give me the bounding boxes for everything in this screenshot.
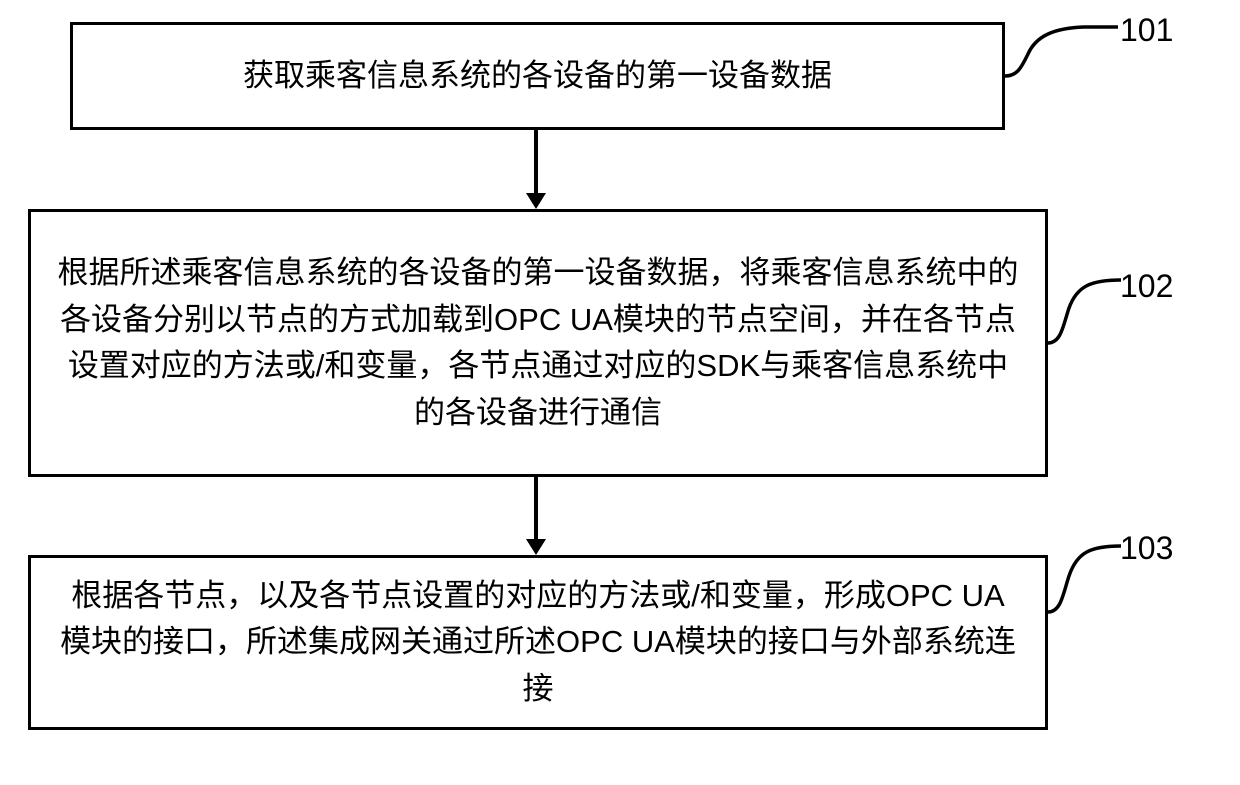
callout-1 — [1004, 18, 1124, 133]
step-label-1: 101 — [1120, 12, 1173, 49]
arrow-1-2-head — [526, 193, 546, 209]
flow-step-2-text: 根据所述乘客信息系统的各设备的第一设备数据，将乘客信息系统中的各设备分别以节点的… — [56, 250, 1020, 436]
flow-step-3: 根据各节点，以及各节点设置的对应的方法或/和变量，形成OPC UA模块的接口，所… — [28, 555, 1048, 730]
arrow-1-2-line — [534, 130, 538, 195]
step-label-3: 103 — [1120, 530, 1173, 567]
arrow-2-3-line — [534, 477, 538, 541]
flow-step-1-text: 获取乘客信息系统的各设备的第一设备数据 — [243, 53, 832, 100]
flow-step-3-text: 根据各节点，以及各节点设置的对应的方法或/和变量，形成OPC UA模块的接口，所… — [56, 573, 1020, 713]
flow-step-1: 获取乘客信息系统的各设备的第一设备数据 — [70, 22, 1005, 130]
flow-step-2: 根据所述乘客信息系统的各设备的第一设备数据，将乘客信息系统中的各设备分别以节点的… — [28, 209, 1048, 477]
callout-3 — [1047, 524, 1125, 704]
step-label-2: 102 — [1120, 268, 1173, 305]
arrow-2-3-head — [526, 539, 546, 555]
callout-2 — [1047, 256, 1125, 431]
